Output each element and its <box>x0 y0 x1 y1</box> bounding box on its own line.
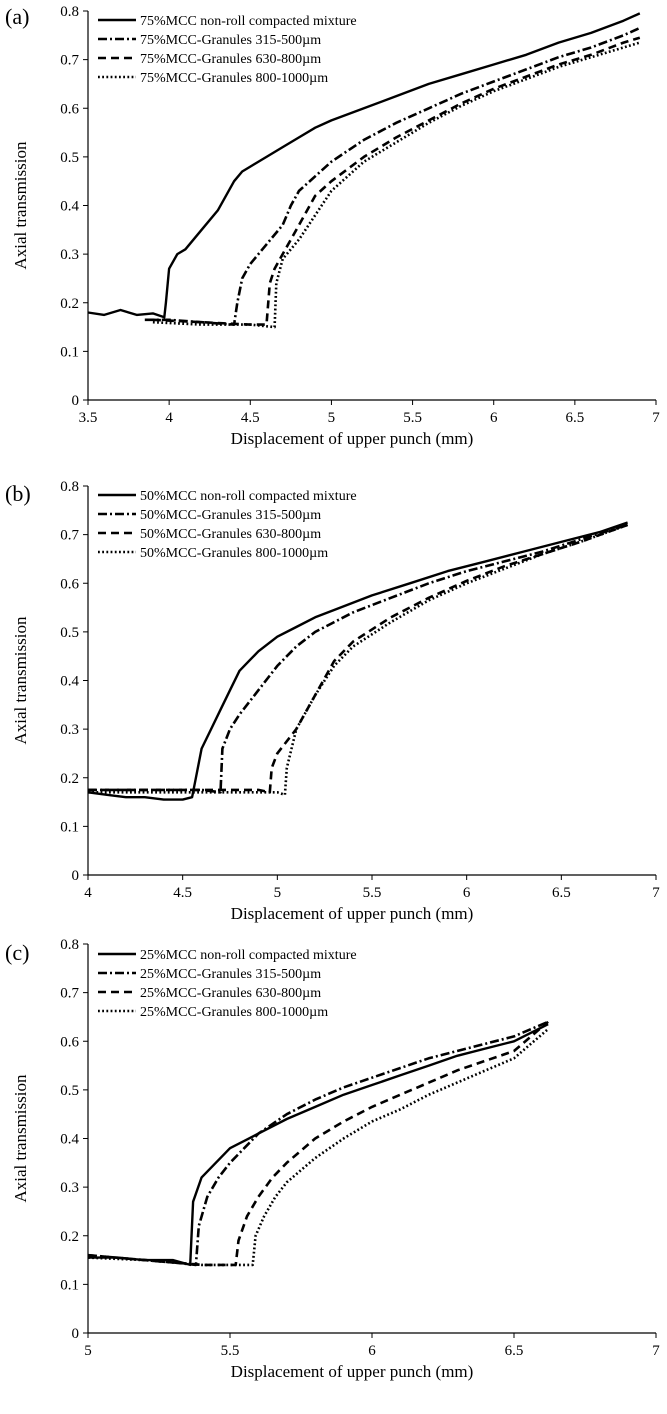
legend-entry: 75%MCC-Granules 800-1000µm <box>140 71 328 86</box>
legend-entry: 50%MCC-Granules 800-1000µm <box>140 546 328 561</box>
y-tick-label: 0 <box>72 868 80 884</box>
series-line-dashed <box>152 36 641 326</box>
x-tick-label: 6.5 <box>505 1343 524 1359</box>
x-tick-label: 7 <box>652 1343 660 1359</box>
y-axis-label: Axial transmission <box>11 1074 30 1202</box>
y-tick-label: 0.3 <box>60 247 79 263</box>
x-tick-label: 6.5 <box>552 885 571 901</box>
x-tick-label: 6 <box>490 410 498 426</box>
series-line-dotted <box>88 523 629 797</box>
panel-label: (c) <box>5 940 29 965</box>
y-tick-label: 0.7 <box>60 528 79 544</box>
legend-entry: 75%MCC-Granules 630-800µm <box>140 52 321 67</box>
panel-label: (a) <box>5 4 29 29</box>
y-tick-label: 0.3 <box>60 1180 79 1196</box>
y-tick-label: 0.7 <box>60 53 79 69</box>
y-axis-label: Axial transmission <box>11 141 30 269</box>
y-tick-label: 0.6 <box>60 576 79 592</box>
y-tick-label: 0.5 <box>60 625 79 641</box>
y-tick-label: 0.1 <box>60 819 79 835</box>
y-tick-label: 0.8 <box>60 4 79 20</box>
legend-entry: 25%MCC-Granules 800-1000µm <box>140 1005 328 1020</box>
x-tick-label: 4 <box>84 885 92 901</box>
y-tick-label: 0.4 <box>60 674 79 690</box>
x-tick-label: 4.5 <box>173 885 192 901</box>
legend-entry: 75%MCC non-roll compacted mixture <box>140 14 357 29</box>
y-tick-label: 0.2 <box>60 296 79 312</box>
x-tick-label: 6 <box>368 1343 376 1359</box>
series-line-dashdot <box>88 523 628 794</box>
legend-entry: 50%MCC non-roll compacted mixture <box>140 489 357 504</box>
series-line-dashdot <box>144 26 641 326</box>
x-axis-label: Displacement of upper punch (mm) <box>231 1362 474 1381</box>
panel-label: (b) <box>5 481 31 506</box>
x-tick-label: 5.5 <box>221 1343 240 1359</box>
legend-entry: 25%MCC non-roll compacted mixture <box>140 948 357 963</box>
chart-panel-2: 0 0.1 0.2 0.3 0.4 0.5 0.6 0.7 0.8 5 5.5 6 6.5 7 Displa… <box>5 937 660 1381</box>
series-line-solid <box>87 12 641 319</box>
x-tick-label: 7 <box>652 885 660 901</box>
y-tick-label: 0.5 <box>60 150 79 166</box>
x-tick-label: 6 <box>463 885 471 901</box>
y-tick-label: 0.5 <box>60 1083 79 1099</box>
x-tick-label: 5 <box>328 410 336 426</box>
series-line-dotted <box>152 41 641 329</box>
x-axis-label: Displacement of upper punch (mm) <box>231 904 474 923</box>
x-tick-label: 3.5 <box>79 410 98 426</box>
x-tick-label: 6.5 <box>565 410 584 426</box>
x-tick-label: 5.5 <box>363 885 382 901</box>
series-line-dotted <box>87 1028 549 1267</box>
x-axis-label: Displacement of upper punch (mm) <box>231 429 474 448</box>
series-line-dashdot <box>87 1020 549 1267</box>
y-tick-label: 0.8 <box>60 479 79 495</box>
x-tick-label: 4.5 <box>241 410 260 426</box>
legend-entry: 25%MCC-Granules 630-800µm <box>140 986 321 1001</box>
series-line-solid <box>87 521 628 801</box>
chart-panel-0: 0 0.1 0.2 0.3 0.4 0.5 0.6 0.7 0.8 3.5 4 4.5 5 5.5 6 6.5… <box>5 4 660 448</box>
y-tick-label: 0 <box>72 393 80 409</box>
y-tick-label: 0.7 <box>60 986 79 1002</box>
legend-entry: 50%MCC-Granules 315-500µm <box>140 508 321 523</box>
y-tick-label: 0.4 <box>60 199 79 215</box>
legend-entry: 25%MCC-Granules 315-500µm <box>140 967 321 982</box>
y-tick-label: 0.2 <box>60 1229 79 1245</box>
x-tick-label: 7 <box>652 410 660 426</box>
series-line-solid <box>88 1023 549 1267</box>
y-tick-label: 0.8 <box>60 937 79 953</box>
legend-entry: 75%MCC-Granules 315-500µm <box>140 33 321 48</box>
x-tick-label: 4 <box>165 410 173 426</box>
series-line-dashed <box>88 523 629 794</box>
series-line-dashed <box>87 1020 549 1267</box>
x-tick-label: 5 <box>274 885 282 901</box>
y-tick-label: 0.1 <box>60 1277 79 1293</box>
y-tick-label: 0.1 <box>60 344 79 360</box>
y-tick-label: 0.6 <box>60 101 79 117</box>
y-tick-label: 0.3 <box>60 722 79 738</box>
y-tick-label: 0 <box>72 1326 80 1342</box>
y-tick-label: 0.2 <box>60 771 79 787</box>
y-tick-label: 0.6 <box>60 1034 79 1050</box>
legend-entry: 50%MCC-Granules 630-800µm <box>140 527 321 542</box>
x-tick-label: 5 <box>84 1343 92 1359</box>
x-tick-label: 5.5 <box>403 410 422 426</box>
y-axis-label: Axial transmission <box>11 616 30 744</box>
chart-panel-1: 0 0.1 0.2 0.3 0.4 0.5 0.6 0.7 0.8 4 4.5 5 5.5 6 6.5 7 Di… <box>5 479 660 923</box>
y-tick-label: 0.4 <box>60 1132 79 1148</box>
